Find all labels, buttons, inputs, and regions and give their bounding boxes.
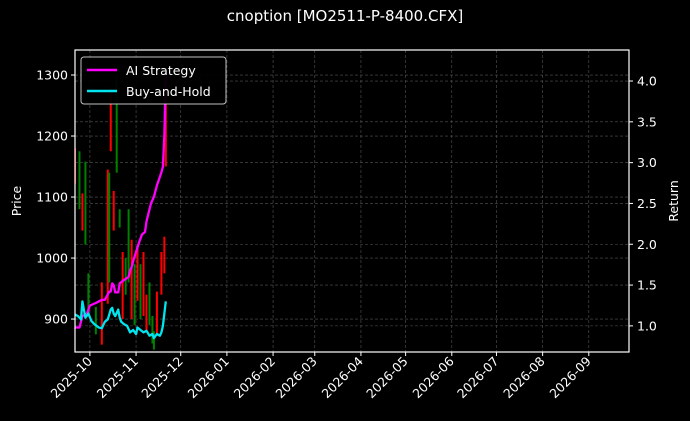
price-tick-label: 1000 — [36, 251, 68, 266]
date-tick-label: 2025-12 — [138, 354, 186, 402]
return-tick-label: 1.0 — [637, 318, 657, 333]
date-tick-label: 2026-04 — [319, 353, 367, 401]
plot-frame — [74, 49, 630, 353]
return-tick-label: 2.0 — [637, 237, 657, 252]
date-tick-label: 2026-03 — [272, 354, 320, 402]
legend-label-ai-strategy: AI Strategy — [126, 63, 196, 78]
return-axis: 1.0 1.5 2.0 2.5 3.0 3.5 4.0 — [629, 74, 657, 333]
date-tick-label: 2026-06 — [409, 353, 457, 401]
legend-box — [80, 56, 227, 105]
date-tick-label: 2026-02 — [231, 354, 279, 402]
return-lines — [75, 72, 167, 340]
date-tick-label: 2026-05 — [363, 354, 411, 402]
line-ai-strategy — [75, 72, 167, 329]
date-tick-label: 2026-07 — [454, 354, 502, 402]
return-tick-label: 3.0 — [637, 155, 657, 170]
return-tick-label: 1.5 — [637, 278, 657, 293]
line-buy-and-hold — [75, 300, 167, 340]
return-tick-label: 2.5 — [637, 196, 657, 211]
price-tick-label: 1300 — [36, 68, 68, 83]
legend-label-buy-and-hold: Buy-and-Hold — [126, 84, 211, 99]
date-axis: 2025-102025-112025-122026-012026-022026-… — [47, 352, 594, 402]
price-tick-label: 900 — [44, 312, 68, 327]
return-tick-label: 3.5 — [637, 114, 657, 129]
return-axis-label: Return — [666, 180, 681, 221]
chart-title: cnoption [MO2511-P-8400.CFX] — [226, 7, 464, 25]
legend: AI Strategy Buy-and-Hold — [80, 56, 227, 105]
date-tick-label: 2026-09 — [546, 353, 594, 401]
date-tick-label: 2026-01 — [184, 354, 232, 402]
date-tick-label: 2025-11 — [94, 354, 142, 402]
price-tick-label: 1200 — [36, 129, 68, 144]
date-tick-label: 2026-08 — [500, 353, 548, 401]
candlesticks — [75, 75, 167, 350]
date-tick-label: 2025-10 — [47, 353, 95, 401]
price-axis-label: Price — [9, 185, 24, 216]
price-axis: 900 1000 1100 1200 1300 — [36, 68, 75, 327]
return-tick-label: 4.0 — [637, 74, 657, 89]
price-tick-label: 1100 — [36, 190, 68, 205]
